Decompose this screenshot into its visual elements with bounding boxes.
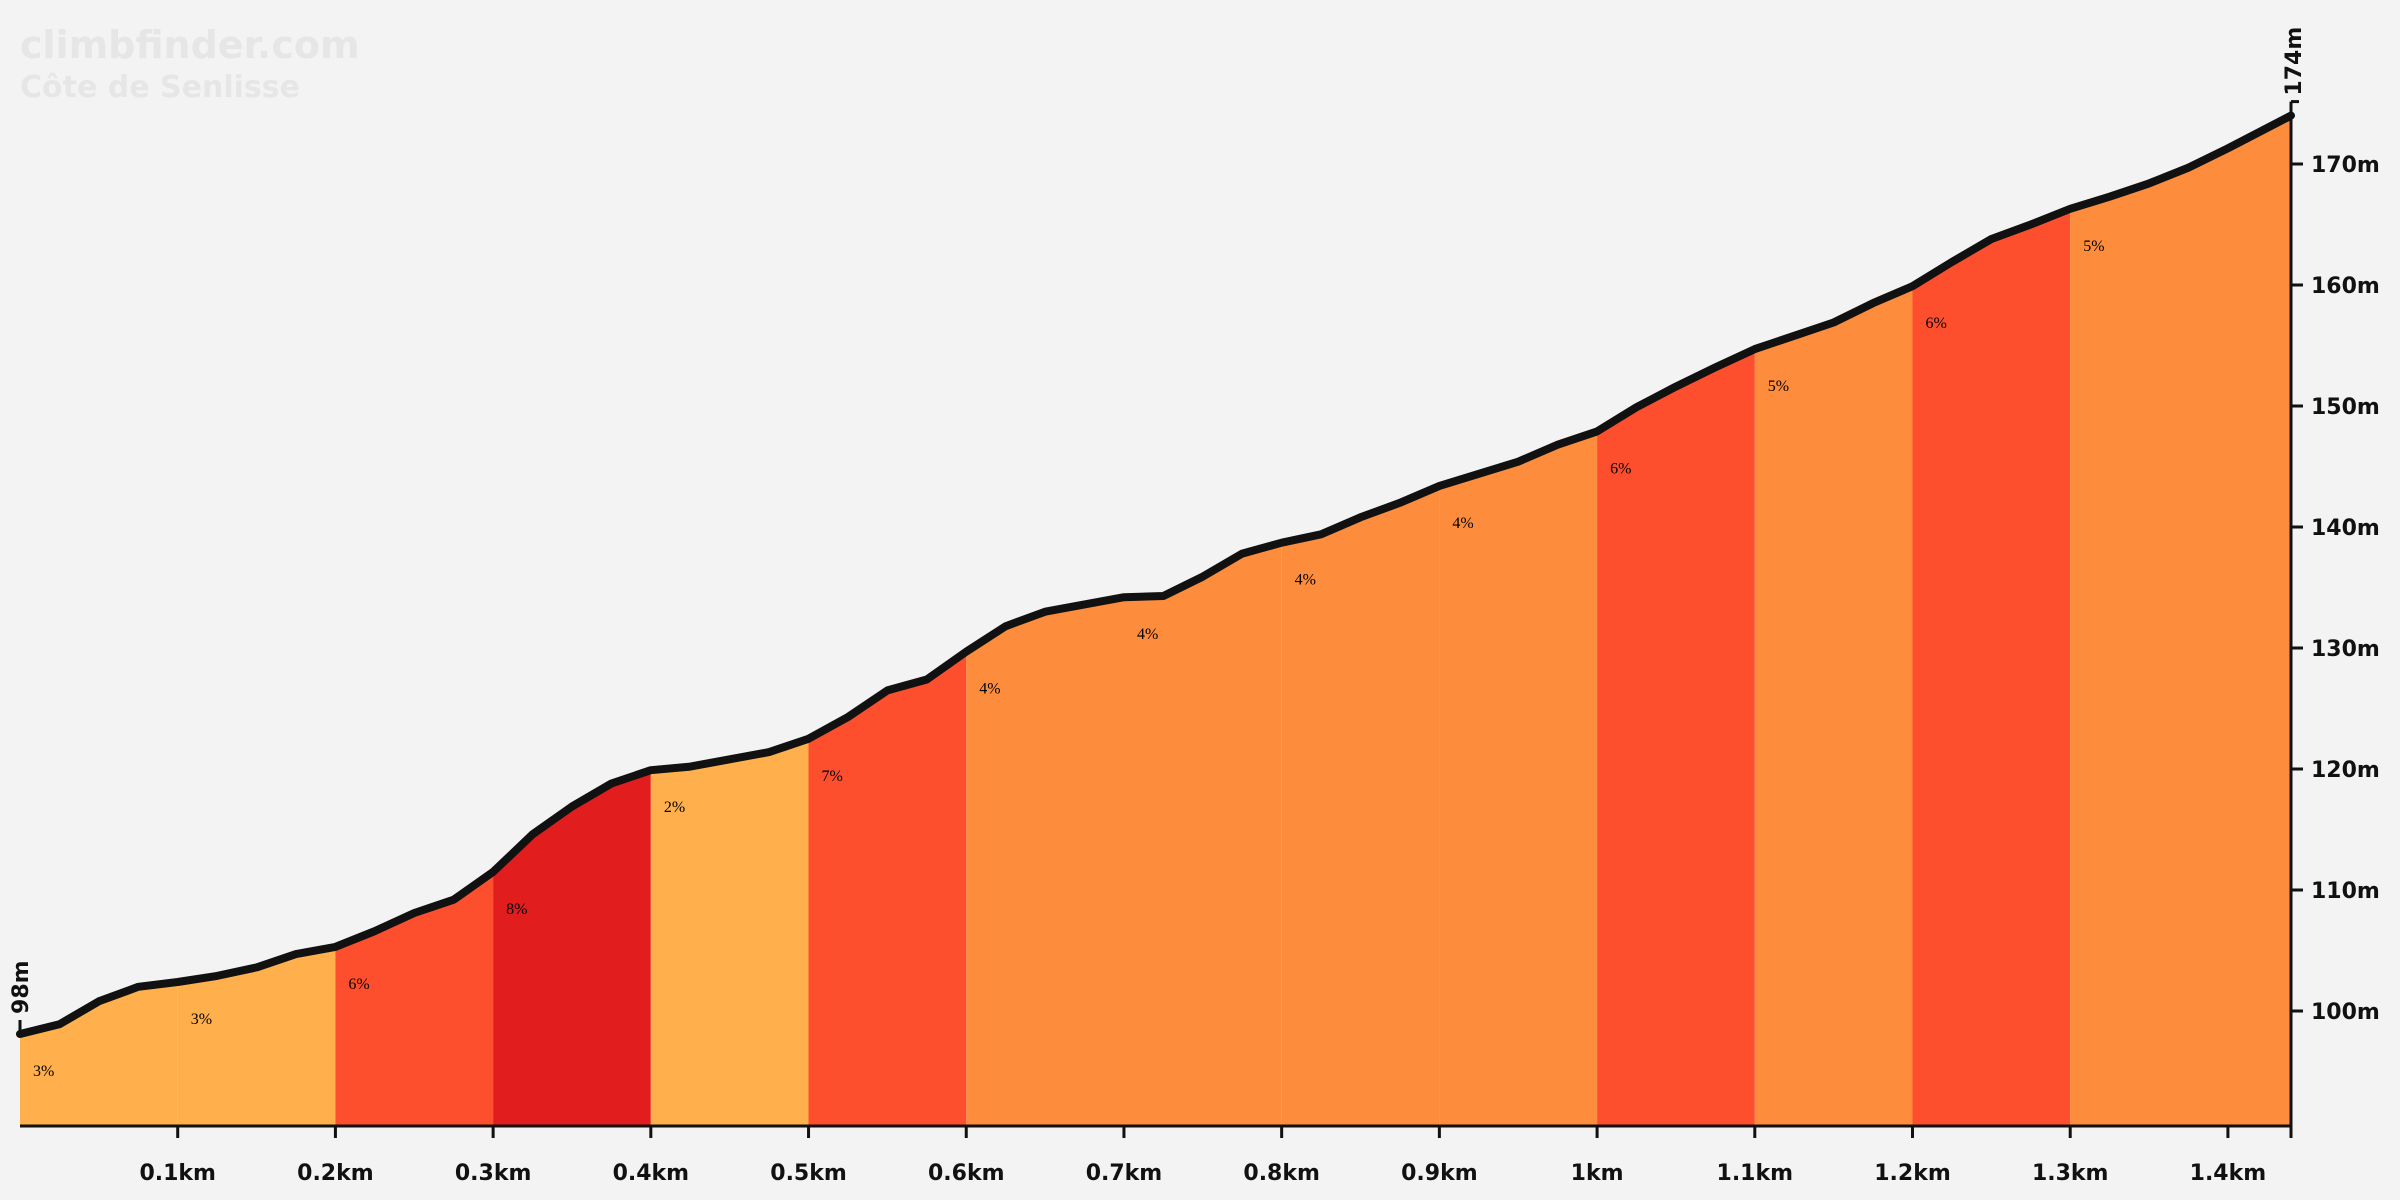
x-tick-label: 1.1km bbox=[1717, 1161, 1794, 1186]
x-tick-label: 1.2km bbox=[1874, 1161, 1951, 1186]
watermark-climb-name: Côte de Senlisse bbox=[20, 70, 300, 105]
grade-label: 4% bbox=[1452, 515, 1473, 532]
x-tick-label: 0.3km bbox=[455, 1161, 532, 1186]
profile-line-layer bbox=[16, 111, 2295, 1038]
grade-label: 7% bbox=[822, 768, 843, 785]
endpoint-markers: 98m 174m bbox=[9, 27, 2307, 1034]
x-tick-label: 0.4km bbox=[613, 1161, 690, 1186]
y-tick-label: 110m bbox=[2311, 879, 2380, 904]
x-tick-label: 1km bbox=[1571, 1161, 1624, 1186]
grade-segment bbox=[1281, 485, 1440, 1126]
grade-label: 5% bbox=[1768, 378, 1789, 395]
grade-segment bbox=[493, 770, 651, 1126]
grade-segment bbox=[1912, 208, 2071, 1127]
grade-segment bbox=[808, 651, 967, 1126]
x-tick-label: 0.9km bbox=[1401, 1161, 1478, 1186]
y-tick-label: 100m bbox=[2311, 1000, 2380, 1025]
end-elevation-label: 174m bbox=[2282, 27, 2307, 96]
axes: 0.1km 0.2km 0.3km 0.4km 0.5km 0.6km 0.7km 0.8km… bbox=[20, 110, 2380, 1186]
x-tick-label: 0.2km bbox=[297, 1161, 374, 1186]
grade-label: 2% bbox=[664, 799, 685, 816]
y-tick-label: 130m bbox=[2311, 637, 2380, 662]
x-tick-label: 0.8km bbox=[1243, 1161, 1320, 1186]
grade-segment bbox=[20, 982, 178, 1126]
grade-segment bbox=[1754, 286, 1913, 1126]
x-tick-label: 1.3km bbox=[2032, 1161, 2109, 1186]
grade-segments bbox=[20, 115, 2291, 1127]
grade-label: 3% bbox=[191, 1011, 212, 1028]
grade-label: 4% bbox=[1295, 572, 1316, 589]
x-tick-label: 0.7km bbox=[1086, 1161, 1163, 1186]
grade-segment bbox=[177, 946, 336, 1126]
grade-label: 5% bbox=[2083, 238, 2104, 255]
y-tick-label: 160m bbox=[2311, 274, 2380, 299]
grade-labels: 3% 3% 6% 8% 2% 7% 4% 4% 4% 4% 6% 5% 6% 5% bbox=[33, 238, 2105, 1080]
grade-label: 6% bbox=[348, 976, 369, 993]
grade-segment bbox=[1439, 431, 1598, 1126]
grade-segment bbox=[650, 738, 809, 1126]
x-tick-label: 0.5km bbox=[770, 1161, 847, 1186]
x-tick-label: 1.4km bbox=[2190, 1161, 2267, 1186]
x-tick-label: 0.6km bbox=[928, 1161, 1005, 1186]
grade-segment bbox=[966, 597, 1124, 1126]
start-elevation-label: 98m bbox=[9, 960, 34, 1014]
grade-segment bbox=[2070, 115, 2291, 1127]
grade-label: 4% bbox=[1137, 626, 1158, 643]
grade-segment bbox=[335, 871, 494, 1126]
y-tick-label: 120m bbox=[2311, 758, 2380, 783]
y-tick-label: 150m bbox=[2311, 395, 2380, 420]
grade-label: 6% bbox=[1926, 315, 1947, 332]
grade-label: 3% bbox=[33, 1063, 54, 1080]
y-tick-label: 140m bbox=[2311, 516, 2380, 541]
y-tick-label: 170m bbox=[2311, 153, 2380, 178]
elevation-profile-line bbox=[16, 111, 2295, 1038]
x-tick-label: 0.1km bbox=[139, 1161, 216, 1186]
grade-segment bbox=[1597, 349, 1755, 1127]
grade-label: 4% bbox=[979, 681, 1000, 698]
grade-segment bbox=[1124, 542, 1282, 1126]
grade-label: 8% bbox=[506, 901, 527, 918]
grade-label: 6% bbox=[1610, 460, 1631, 477]
watermark-site: climbfinder.com bbox=[20, 23, 360, 67]
